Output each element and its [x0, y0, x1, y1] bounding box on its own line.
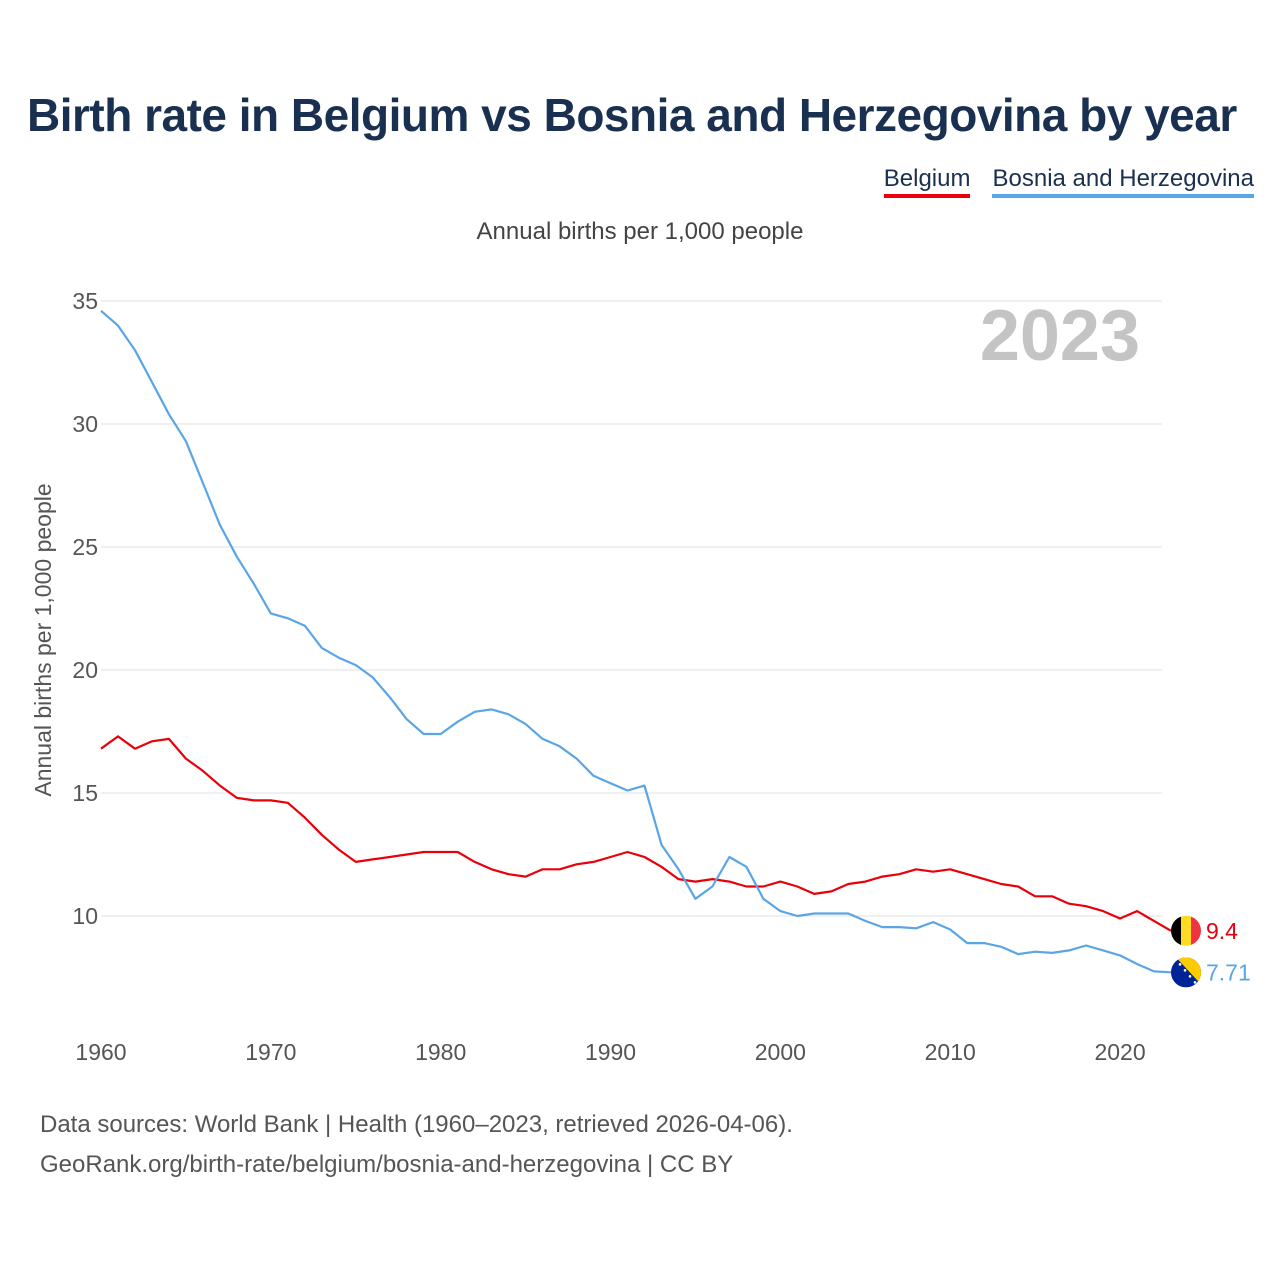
- bosnia-flag-icon: [1171, 957, 1201, 988]
- y-tick-label: 25: [72, 534, 98, 560]
- chart-title: Birth rate in Belgium vs Bosnia and Herz…: [27, 89, 1237, 141]
- series-line-bosnia: [100, 309, 1172, 974]
- y-axis-ticks: 10 15 20 25 30 35: [72, 288, 98, 929]
- x-tick-label: 1960: [75, 1039, 126, 1065]
- legend: Belgium Bosnia and Herzegovina: [883, 165, 1254, 198]
- legend-item-belgium[interactable]: Belgium: [883, 165, 971, 198]
- x-tick-label: 2000: [755, 1039, 806, 1065]
- footer-sources: Data sources: World Bank | Health (1960–…: [40, 1111, 793, 1138]
- end-value-belgium: 9.4: [1206, 918, 1238, 944]
- end-markers: 9.4 7.71: [1171, 915, 1251, 988]
- y-tick-label: 20: [72, 657, 98, 683]
- x-tick-label: 2010: [925, 1039, 976, 1065]
- x-axis-ticks: 1960 1970 1980 1990 2000 2010 2020: [75, 1039, 1145, 1065]
- x-tick-label: 1980: [415, 1039, 466, 1065]
- x-tick-label: 1990: [585, 1039, 636, 1065]
- y-tick-label: 10: [72, 903, 98, 929]
- end-value-bosnia: 7.71: [1206, 959, 1251, 985]
- grid-lines: [101, 300, 1162, 917]
- footer: Data sources: World Bank | Health (1960–…: [40, 1105, 793, 1185]
- chart-subtitle: Annual births per 1,000 people: [476, 218, 804, 245]
- x-tick-label: 2020: [1094, 1039, 1145, 1065]
- footer-link[interactable]: GeoRank.org/birth-rate/belgium/bosnia-an…: [40, 1151, 734, 1178]
- y-tick-label: 15: [72, 780, 98, 806]
- y-axis-label: Annual births per 1,000 people: [30, 483, 56, 796]
- legend-item-bosnia[interactable]: Bosnia and Herzegovina: [992, 165, 1254, 198]
- y-tick-label: 30: [72, 411, 98, 437]
- belgium-flag-icon: [1171, 915, 1201, 946]
- x-tick-label: 1970: [245, 1039, 296, 1065]
- year-watermark: 2023: [980, 296, 1140, 376]
- series-line-belgium: [100, 735, 1172, 932]
- y-tick-label: 35: [72, 288, 98, 314]
- series-lines: [100, 309, 1172, 974]
